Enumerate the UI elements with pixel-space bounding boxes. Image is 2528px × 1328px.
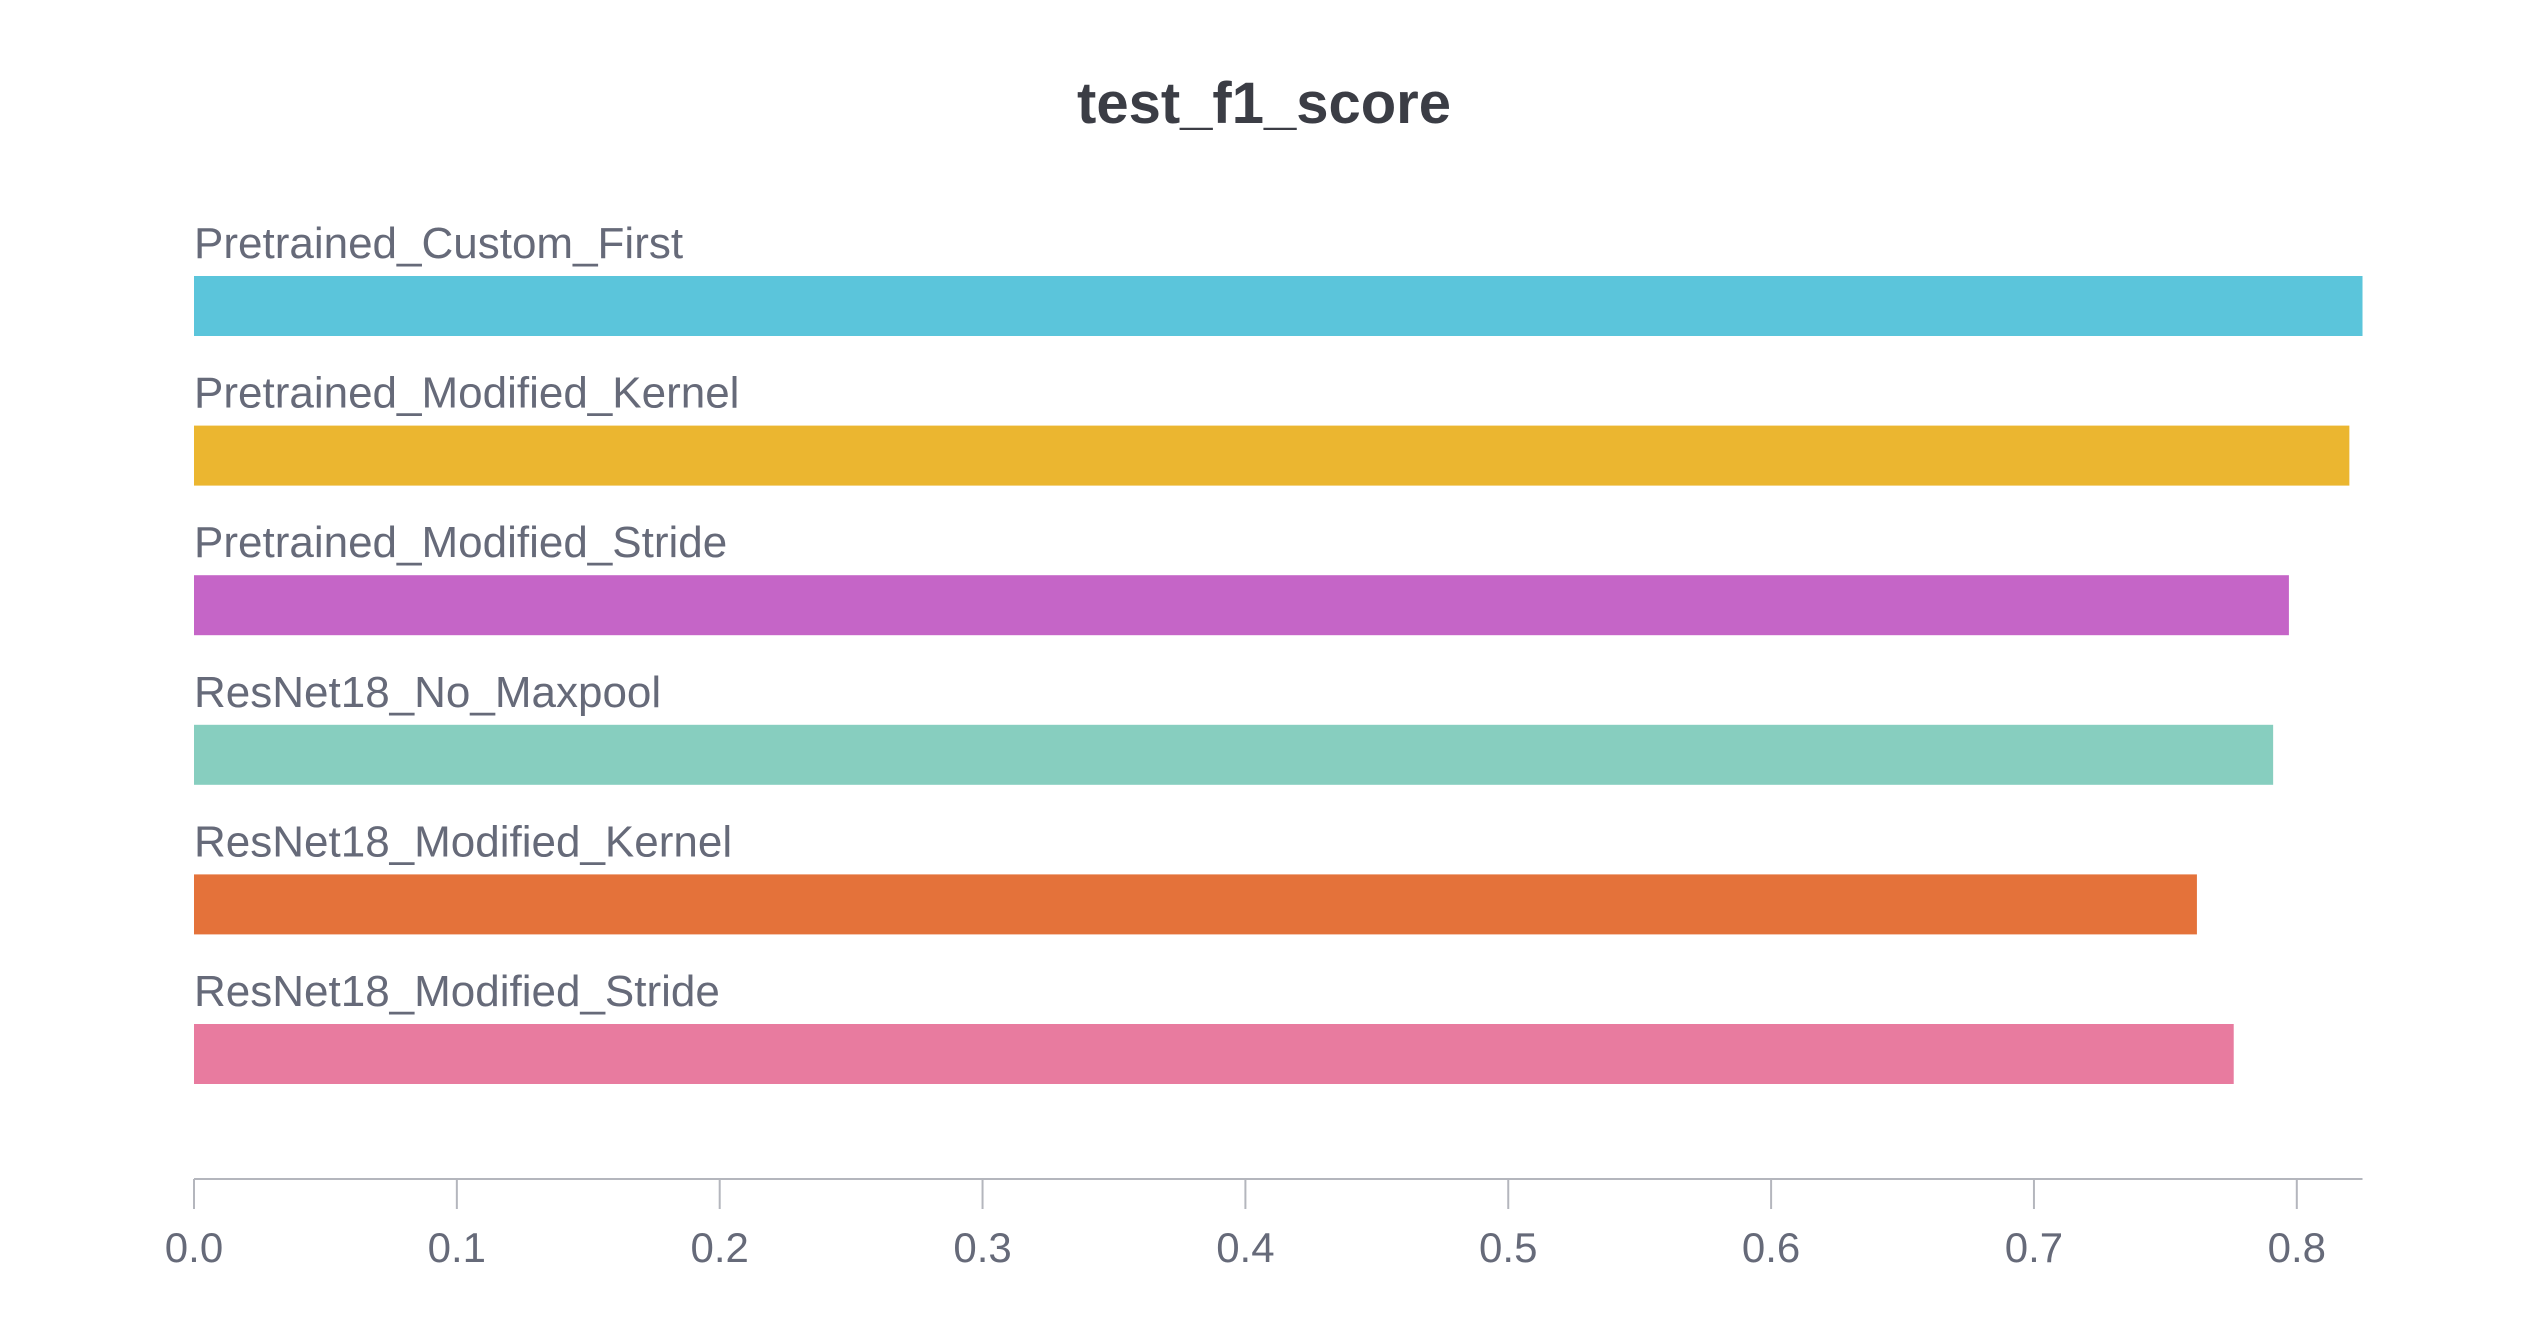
bars-layer: Pretrained_Custom_First Pretrained_Modifi… <box>194 219 2363 1084</box>
bar-label: ResNet18_Modified_Stride <box>194 967 720 1016</box>
bar[interactable] <box>194 724 2274 785</box>
chart-title: test_f1_score <box>1077 71 1451 136</box>
bar[interactable] <box>194 425 2350 486</box>
bar-label: ResNet18_Modified_Kernel <box>194 817 732 866</box>
x-tick-label: 0.7 <box>2005 1224 2063 1271</box>
x-tick-label: 0.4 <box>1216 1224 1274 1271</box>
x-tick-label: 0.5 <box>1479 1224 1537 1271</box>
bar[interactable] <box>194 1024 2234 1084</box>
x-tick-label: 0.3 <box>953 1224 1011 1271</box>
x-tick-label: 0.6 <box>1742 1224 1800 1271</box>
bar[interactable] <box>194 276 2363 336</box>
bar-label: ResNet18_No_Maxpool <box>194 668 661 717</box>
x-tick-label: 0.2 <box>691 1224 749 1271</box>
bar-label: Pretrained_Modified_Kernel <box>194 369 739 418</box>
x-tick-label: 0.1 <box>428 1224 486 1271</box>
x-tick-label: 0.8 <box>2268 1224 2326 1271</box>
x-tick-label: 0.0 <box>165 1224 223 1271</box>
bar[interactable] <box>194 575 2289 636</box>
bar[interactable] <box>194 874 2197 935</box>
x-axis: 0.0 0.1 0.2 0.3 0.4 0.5 0.6 0.7 0.8 <box>165 1178 2363 1271</box>
bar-label: Pretrained_Modified_Stride <box>194 518 727 567</box>
bar-label: Pretrained_Custom_First <box>194 219 683 268</box>
